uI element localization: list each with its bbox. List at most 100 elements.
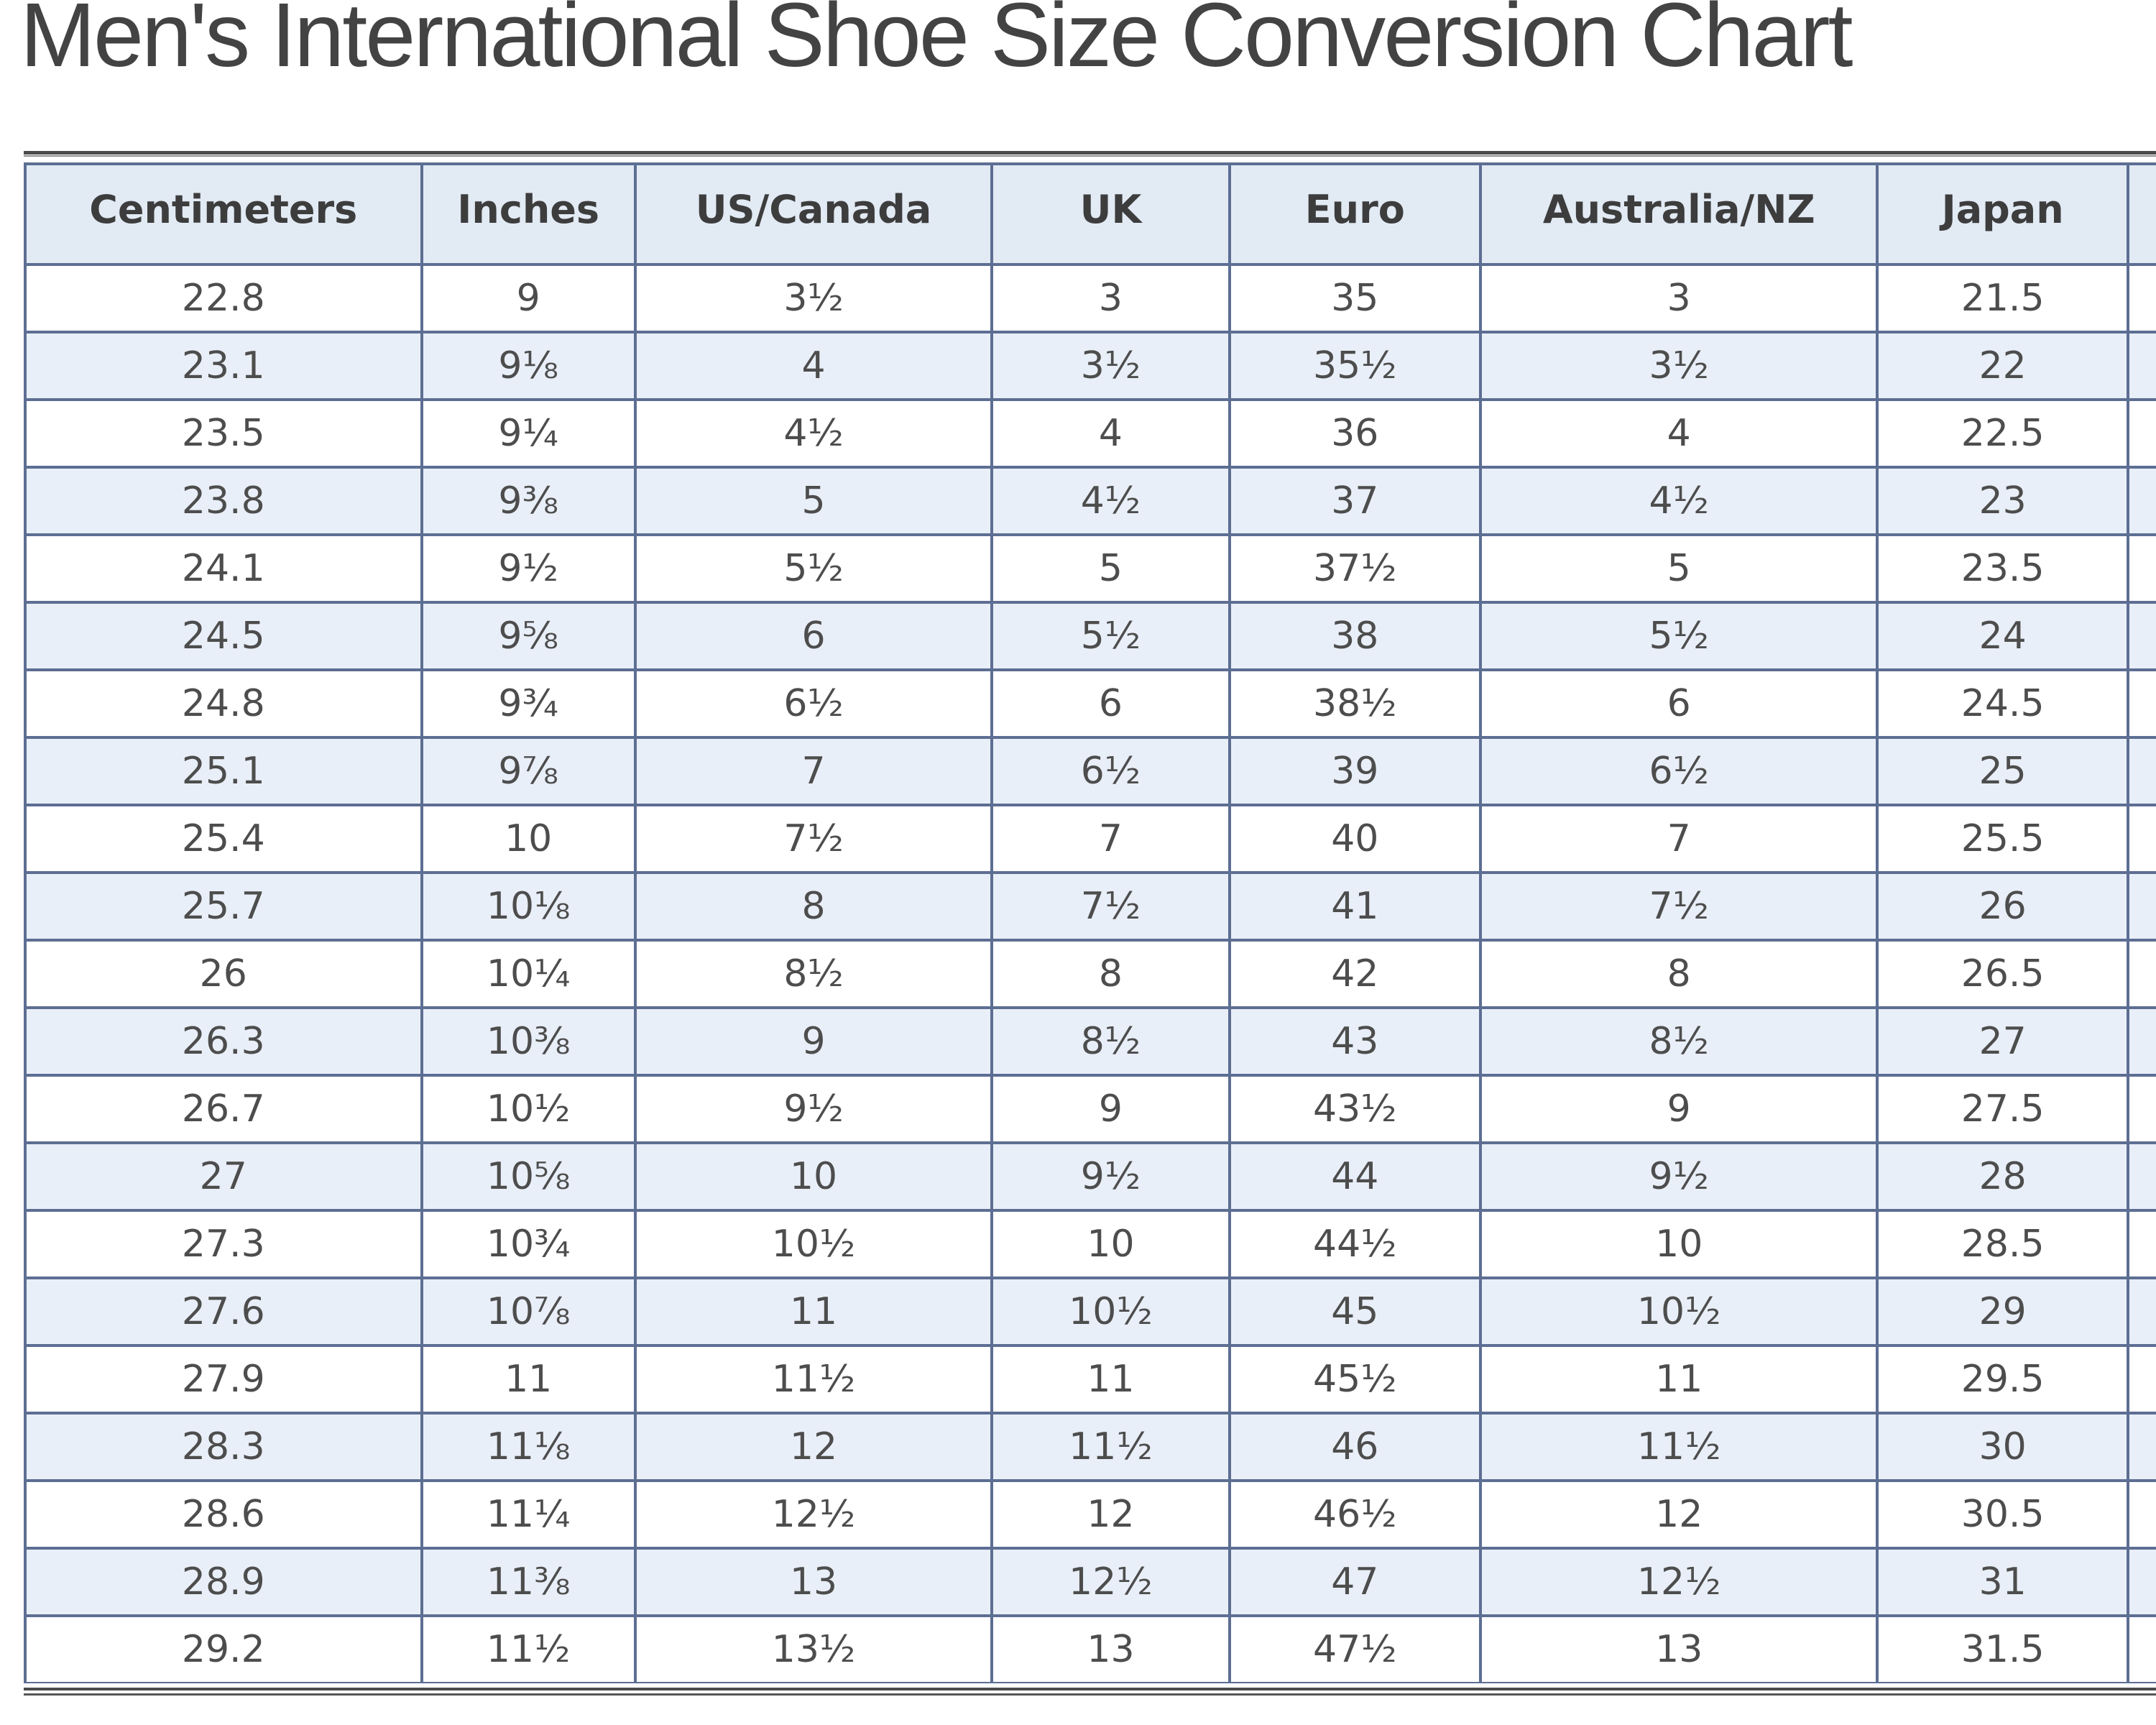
cell-australia-nz: 12 <box>1478 1479 1879 1550</box>
cell-euro: 35½ <box>1227 331 1482 401</box>
cell-japan: 26.5 <box>1876 939 2129 1009</box>
cell-euro: 40 <box>1227 804 1482 874</box>
cell-japan: 23.5 <box>1876 533 2129 604</box>
cell-euro: 39 <box>1227 736 1482 806</box>
cell-centimeters: 23.8 <box>24 466 423 536</box>
table-row: 26 10¼ 8½ 8 42 8 26.5 <box>24 939 2156 1009</box>
cell-euro: 45 <box>1227 1276 1482 1347</box>
cell-us-canada: 12 <box>633 1412 994 1482</box>
cell-partial <box>2126 533 2156 604</box>
cell-us-canada: 7½ <box>633 804 994 874</box>
cell-euro: 47½ <box>1227 1614 1482 1683</box>
table-row: 28.6 11¼ 12½ 12 46½ 12 30.5 <box>24 1479 2156 1550</box>
cell-japan: 23 <box>1876 466 2129 536</box>
cell-inches: 10 <box>420 804 637 874</box>
cell-euro: 46½ <box>1227 1479 1482 1550</box>
cell-euro: 43 <box>1227 1006 1482 1077</box>
cell-japan: 26 <box>1876 871 2129 942</box>
cell-us-canada: 5 <box>633 466 994 536</box>
table-row: 28.3 11⅛ 12 11½ 46 11½ 30 <box>24 1412 2156 1482</box>
cell-australia-nz: 12½ <box>1478 1547 1879 1617</box>
cell-inches: 11⅛ <box>420 1412 637 1482</box>
cell-australia-nz: 3½ <box>1478 331 1879 401</box>
column-header-uk: UK <box>990 162 1231 266</box>
cell-us-canada: 7 <box>633 736 994 806</box>
cell-partial <box>2126 1614 2156 1683</box>
cell-us-canada: 6½ <box>633 668 994 739</box>
cell-euro: 46 <box>1227 1412 1482 1482</box>
cell-partial <box>2126 1209 2156 1279</box>
cell-australia-nz: 6 <box>1478 668 1879 739</box>
cell-inches: 9⅝ <box>420 601 637 671</box>
cell-japan: 27 <box>1876 1006 2129 1077</box>
cell-partial <box>2126 1412 2156 1482</box>
cell-australia-nz: 11 <box>1478 1344 1879 1414</box>
shoe-size-conversion-table: Centimeters Inches US/Canada UK Euro Australi… <box>24 162 2156 1683</box>
cell-australia-nz: 8½ <box>1478 1006 1879 1077</box>
cell-centimeters: 26.3 <box>24 1006 423 1077</box>
top-divider-rule <box>24 151 2156 157</box>
cell-uk: 3 <box>990 263 1231 334</box>
cell-uk: 12½ <box>990 1547 1231 1617</box>
cell-centimeters: 28.6 <box>24 1479 423 1550</box>
cell-inches: 10⅜ <box>420 1006 637 1077</box>
cell-japan: 24 <box>1876 601 2129 671</box>
cell-japan: 28.5 <box>1876 1209 2129 1279</box>
cell-uk: 13 <box>990 1614 1231 1683</box>
cell-us-canada: 4½ <box>633 398 994 469</box>
cell-partial <box>2126 939 2156 1009</box>
cell-centimeters: 27.9 <box>24 1344 423 1414</box>
cell-australia-nz: 13 <box>1478 1614 1879 1683</box>
cell-centimeters: 28.3 <box>24 1412 423 1482</box>
column-header-australia-nz: Australia/NZ <box>1478 162 1879 266</box>
cell-australia-nz: 7 <box>1478 804 1879 874</box>
cell-partial <box>2126 1006 2156 1077</box>
table-row: 25.1 9⅞ 7 6½ 39 6½ 25 <box>24 736 2156 806</box>
cell-partial <box>2126 1344 2156 1414</box>
cell-australia-nz: 5 <box>1478 533 1879 604</box>
cell-centimeters: 24.8 <box>24 668 423 739</box>
cell-australia-nz: 4½ <box>1478 466 1879 536</box>
cell-japan: 30.5 <box>1876 1479 2129 1550</box>
cell-euro: 44½ <box>1227 1209 1482 1279</box>
table-row: 27 10⅝ 10 9½ 44 9½ 28 <box>24 1141 2156 1212</box>
cell-partial <box>2126 668 2156 739</box>
cell-japan: 27.5 <box>1876 1074 2129 1144</box>
cell-uk: 11 <box>990 1344 1231 1414</box>
cell-centimeters: 28.9 <box>24 1547 423 1617</box>
cell-inches: 9¾ <box>420 668 637 739</box>
cell-us-canada: 5½ <box>633 533 994 604</box>
cell-inches: 10⅛ <box>420 871 637 942</box>
cell-partial <box>2126 736 2156 806</box>
cell-euro: 42 <box>1227 939 1482 1009</box>
cell-centimeters: 23.1 <box>24 331 423 401</box>
cell-us-canada: 11½ <box>633 1344 994 1414</box>
table-row: 28.9 11⅜ 13 12½ 47 12½ 31 <box>24 1547 2156 1617</box>
cell-uk: 6½ <box>990 736 1231 806</box>
cell-us-canada: 10 <box>633 1141 994 1212</box>
cell-uk: 4 <box>990 398 1231 469</box>
cell-centimeters: 24.1 <box>24 533 423 604</box>
table-row: 27.3 10¾ 10½ 10 44½ 10 28.5 <box>24 1209 2156 1279</box>
cell-uk: 5½ <box>990 601 1231 671</box>
cell-us-canada: 4 <box>633 331 994 401</box>
cell-centimeters: 27.6 <box>24 1276 423 1347</box>
table-row: 25.7 10⅛ 8 7½ 41 7½ 26 <box>24 871 2156 942</box>
cell-centimeters: 22.8 <box>24 263 423 334</box>
table-row: 26.3 10⅜ 9 8½ 43 8½ 27 <box>24 1006 2156 1077</box>
cell-euro: 35 <box>1227 263 1482 334</box>
cell-partial <box>2126 1276 2156 1347</box>
cell-inches: 9¼ <box>420 398 637 469</box>
cell-inches: 9⅜ <box>420 466 637 536</box>
cell-partial <box>2126 1547 2156 1617</box>
cell-australia-nz: 5½ <box>1478 601 1879 671</box>
cell-australia-nz: 4 <box>1478 398 1879 469</box>
column-header-partial <box>2126 162 2156 266</box>
cell-us-canada: 11 <box>633 1276 994 1347</box>
cell-australia-nz: 8 <box>1478 939 1879 1009</box>
cell-us-canada: 9½ <box>633 1074 994 1144</box>
cell-centimeters: 27 <box>24 1141 423 1212</box>
cell-us-canada: 13½ <box>633 1614 994 1683</box>
table-row: 24.5 9⅝ 6 5½ 38 5½ 24 <box>24 601 2156 671</box>
cell-uk: 3½ <box>990 331 1231 401</box>
